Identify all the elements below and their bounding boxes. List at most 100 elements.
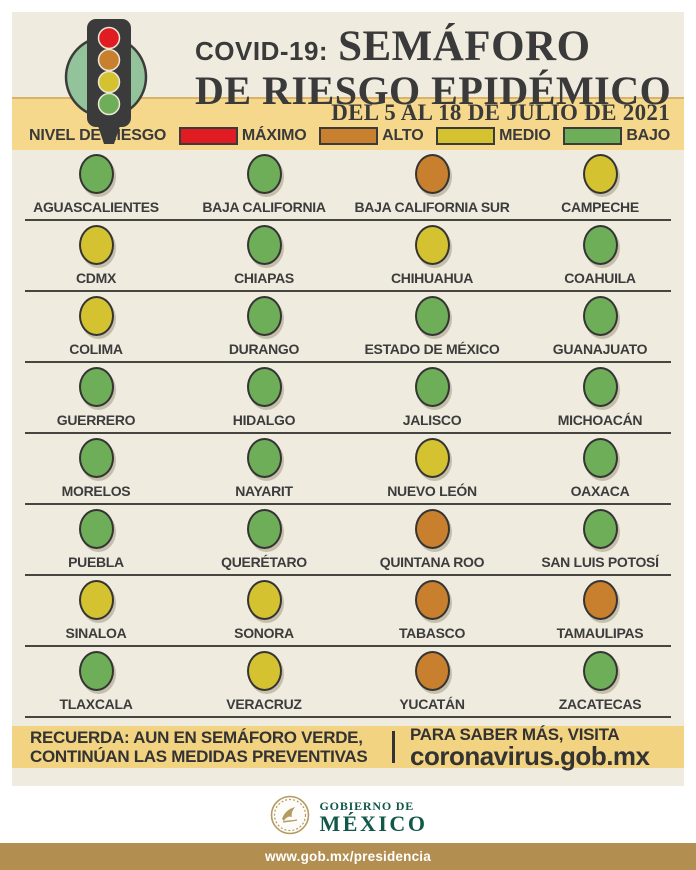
state-cell: CHIAPAS bbox=[180, 221, 348, 292]
risk-dot-medio bbox=[246, 651, 282, 691]
state-name: TLAXCALA bbox=[59, 696, 133, 712]
state-cell: NAYARIT bbox=[180, 434, 348, 505]
states-row: AGUASCALIENTES BAJA CALIFORNIA BAJA CALIFO… bbox=[12, 150, 684, 221]
legend-label-medio: MEDIO bbox=[499, 127, 551, 144]
risk-dot-medio bbox=[414, 438, 450, 478]
state-name: MICHOACÁN bbox=[557, 412, 643, 428]
legend-label-bajo: BAJO bbox=[626, 127, 670, 144]
risk-legend: NIVEL DE RIESGO MÁXIMO ALTO MEDIO BAJO bbox=[12, 126, 684, 145]
legend-swatch-bajo bbox=[563, 127, 623, 145]
state-cell: QUERÉTARO bbox=[180, 505, 348, 576]
state-name: ESTADO DE MÉXICO bbox=[364, 341, 500, 357]
state-cell: COLIMA bbox=[12, 292, 180, 363]
infographic-panel: COVID-19: SEMÁFORO DE RIESGO EPIDÉMICO D… bbox=[12, 12, 684, 786]
state-name: PUEBLA bbox=[68, 554, 124, 570]
risk-dot-medio bbox=[78, 225, 114, 265]
risk-dot-alto bbox=[414, 509, 450, 549]
state-name: YUCATÁN bbox=[399, 696, 465, 712]
state-name: SAN LUIS POTOSÍ bbox=[541, 554, 659, 570]
states-row: GUERRERO HIDALGO JALISCO MICHOACÁN bbox=[12, 363, 684, 434]
state-cell: PUEBLA bbox=[12, 505, 180, 576]
legend-item-maximo: MÁXIMO bbox=[178, 127, 307, 145]
legend-swatch-medio bbox=[436, 127, 496, 145]
state-cell: GUERRERO bbox=[12, 363, 180, 434]
state-name: NAYARIT bbox=[235, 483, 293, 499]
state-name: SINALOA bbox=[65, 625, 127, 641]
state-name: TABASCO bbox=[398, 625, 466, 641]
state-cell: MORELOS bbox=[12, 434, 180, 505]
state-name: BAJA CALIFORNIA bbox=[202, 199, 326, 215]
reminder-bold: RECUERDA: bbox=[30, 728, 130, 747]
state-name: BAJA CALIFORNIA SUR bbox=[354, 199, 510, 215]
risk-dot-bajo bbox=[582, 651, 618, 691]
vertical-divider bbox=[392, 731, 395, 763]
state-name: GUERRERO bbox=[56, 412, 136, 428]
states-row: COLIMA DURANGO ESTADO DE MÉXICO GUANAJUATO bbox=[12, 292, 684, 363]
coronavirus-url: coronavirus.gob.mx bbox=[410, 741, 650, 771]
risk-dot-bajo bbox=[582, 509, 618, 549]
state-cell: CAMPECHE bbox=[516, 150, 684, 221]
state-name: CAMPECHE bbox=[561, 199, 639, 215]
risk-dot-medio bbox=[414, 225, 450, 265]
risk-dot-alto bbox=[582, 580, 618, 620]
legend-title: NIVEL DE RIESGO bbox=[29, 127, 167, 144]
title-kicker: COVID-19: bbox=[195, 36, 329, 66]
risk-dot-bajo bbox=[582, 367, 618, 407]
legend-item-medio: MEDIO bbox=[436, 127, 551, 145]
state-name: COAHUILA bbox=[564, 270, 636, 286]
presidencia-url: www.gob.mx/presidencia bbox=[265, 849, 431, 864]
state-name: CDMX bbox=[75, 270, 117, 286]
state-name: DURANGO bbox=[228, 341, 300, 357]
states-row: PUEBLA QUERÉTARO QUINTANA ROO SAN LUIS POTO… bbox=[12, 505, 684, 576]
state-name: SONORA bbox=[234, 625, 294, 641]
legend-label-alto: ALTO bbox=[382, 127, 424, 144]
state-cell: HIDALGO bbox=[180, 363, 348, 434]
state-cell: COAHUILA bbox=[516, 221, 684, 292]
reminder-rest: AUN EN SEMÁFORO VERDE, bbox=[133, 728, 363, 747]
visit-block: PARA SABER MÁS, VISITA coronavirus.gob.m… bbox=[410, 725, 650, 771]
legend-swatch-alto bbox=[319, 127, 379, 145]
state-cell: VERACRUZ bbox=[180, 647, 348, 718]
risk-dot-bajo bbox=[246, 438, 282, 478]
state-name: HIDALGO bbox=[232, 412, 296, 428]
state-cell: JALISCO bbox=[348, 363, 516, 434]
risk-dot-bajo bbox=[246, 225, 282, 265]
page-title: COVID-19: SEMÁFORO DE RIESGO EPIDÉMICO bbox=[195, 22, 671, 114]
state-name: NUEVO LEÓN bbox=[387, 483, 477, 499]
state-cell: QUINTANA ROO bbox=[348, 505, 516, 576]
visit-label: PARA SABER MÁS, VISITA bbox=[410, 725, 620, 744]
risk-dot-bajo bbox=[246, 367, 282, 407]
state-name: GUANAJUATO bbox=[552, 341, 648, 357]
state-name: CHIAPAS bbox=[234, 270, 294, 286]
state-cell: ZACATECAS bbox=[516, 647, 684, 718]
gov-line1: GOBIERNO DE bbox=[319, 799, 415, 813]
state-name: CHIHUAHUA bbox=[390, 270, 474, 286]
reminder-line2: CONTINÚAN LAS MEDIDAS PREVENTIVAS bbox=[30, 747, 368, 766]
state-cell: TLAXCALA bbox=[12, 647, 180, 718]
reminder-band: RECUERDA: AUN EN SEMÁFORO VERDE, CONTINÚ… bbox=[12, 725, 684, 771]
risk-dot-medio bbox=[78, 296, 114, 336]
date-range: DEL 5 AL 18 DE JULIO DE 2021 bbox=[331, 100, 670, 125]
risk-dot-bajo bbox=[414, 367, 450, 407]
state-cell: DURANGO bbox=[180, 292, 348, 363]
risk-dot-bajo bbox=[582, 438, 618, 478]
gobierno-de-mexico-logo: GOBIERNO DE MÉXICO bbox=[0, 794, 696, 841]
risk-dot-bajo bbox=[78, 438, 114, 478]
states-row: TLAXCALA VERACRUZ YUCATÁN ZACATECAS bbox=[12, 647, 684, 718]
traffic-light-icon bbox=[50, 14, 168, 156]
risk-dot-bajo bbox=[78, 367, 114, 407]
legend-item-bajo: BAJO bbox=[563, 127, 670, 145]
state-name: TAMAULIPAS bbox=[556, 625, 644, 641]
gov-text: GOBIERNO DE MÉXICO bbox=[320, 800, 428, 835]
reminder-text: RECUERDA: AUN EN SEMÁFORO VERDE, CONTINÚ… bbox=[30, 728, 390, 766]
state-cell: YUCATÁN bbox=[348, 647, 516, 718]
state-name: COLIMA bbox=[69, 341, 123, 357]
risk-dot-bajo bbox=[582, 225, 618, 265]
state-cell: CDMX bbox=[12, 221, 180, 292]
risk-dot-bajo bbox=[78, 651, 114, 691]
state-cell: BAJA CALIFORNIA SUR bbox=[348, 150, 516, 221]
risk-dot-bajo bbox=[246, 509, 282, 549]
state-cell: BAJA CALIFORNIA bbox=[180, 150, 348, 221]
state-cell: CHIHUAHUA bbox=[348, 221, 516, 292]
state-name: ZACATECAS bbox=[558, 696, 642, 712]
